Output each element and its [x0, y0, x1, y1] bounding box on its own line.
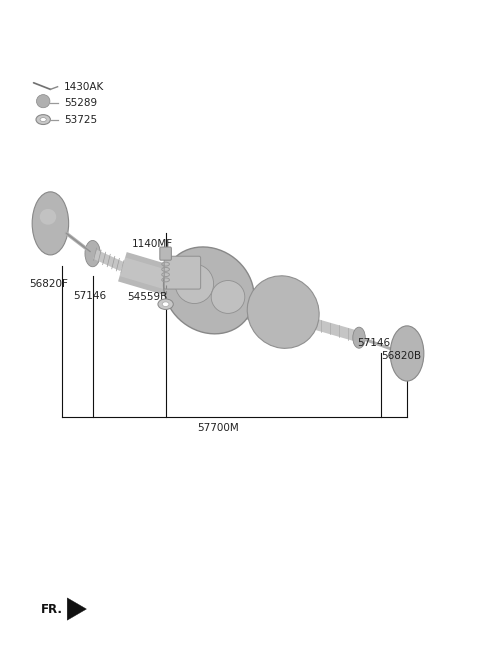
Ellipse shape — [162, 302, 169, 306]
Polygon shape — [67, 598, 86, 620]
Ellipse shape — [36, 115, 50, 125]
Ellipse shape — [175, 264, 214, 304]
Ellipse shape — [211, 281, 245, 313]
Ellipse shape — [32, 192, 69, 255]
Ellipse shape — [158, 299, 173, 309]
Ellipse shape — [40, 209, 56, 225]
FancyBboxPatch shape — [160, 247, 171, 260]
Ellipse shape — [85, 240, 100, 267]
FancyBboxPatch shape — [164, 256, 201, 289]
Text: 54559B: 54559B — [127, 292, 168, 302]
Ellipse shape — [247, 276, 319, 348]
Ellipse shape — [40, 118, 46, 122]
Text: 55289: 55289 — [64, 98, 97, 108]
Text: 53725: 53725 — [64, 114, 97, 125]
Ellipse shape — [36, 95, 50, 108]
Ellipse shape — [164, 247, 254, 334]
Text: 57146: 57146 — [73, 291, 106, 302]
Ellipse shape — [353, 327, 365, 348]
Text: 56820F: 56820F — [29, 279, 68, 289]
Text: 1430AK: 1430AK — [64, 81, 104, 92]
Text: 57700M: 57700M — [198, 423, 239, 434]
Text: 57146: 57146 — [358, 338, 391, 348]
Ellipse shape — [390, 326, 424, 381]
Text: 56820B: 56820B — [382, 351, 422, 361]
Text: FR.: FR. — [41, 603, 63, 616]
Text: 1140MF: 1140MF — [132, 239, 173, 250]
